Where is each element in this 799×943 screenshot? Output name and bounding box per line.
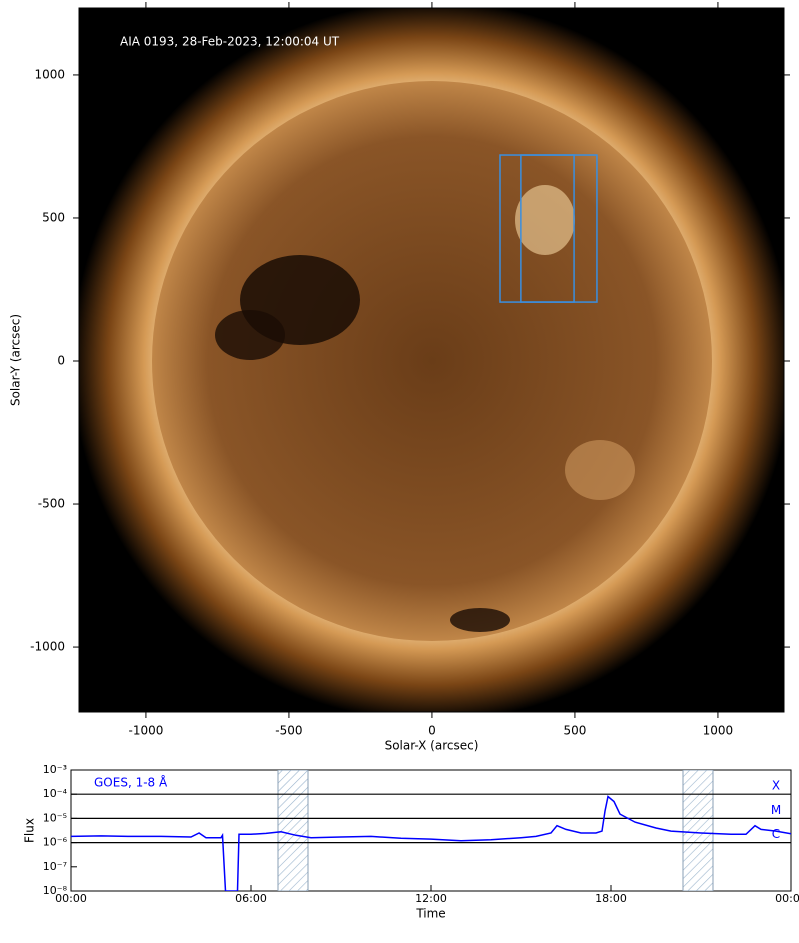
roi-box <box>520 154 575 303</box>
x-tick-label: 500 <box>563 724 586 738</box>
y-tick-label: 10⁻⁵ <box>43 811 67 824</box>
y-tick-label: 10⁻³ <box>43 763 67 776</box>
x-tick-label: -500 <box>275 724 302 738</box>
class-label: M <box>771 803 781 817</box>
y-axis-label: Solar-Y (arcsec) <box>9 314 23 406</box>
x-tick-label: 00:00 <box>55 892 87 905</box>
y-tick-label: 10⁻⁴ <box>43 787 68 800</box>
y-tick-label: -1000 <box>30 640 65 654</box>
annotation: AIA 0193, 28-Feb-2023, 12:00:04 UT <box>120 35 340 49</box>
x-tick-label: 18:00 <box>595 892 627 905</box>
plot-area <box>71 770 791 891</box>
class-label: C <box>772 827 780 841</box>
y-tick-label: -500 <box>38 497 65 511</box>
x-tick-label: 1000 <box>703 724 734 738</box>
x-tick-label: -1000 <box>128 724 163 738</box>
x-tick-label: 0 <box>428 724 436 738</box>
x-axis-label: Time <box>415 907 445 921</box>
shaded-span <box>682 770 714 891</box>
y-tick-label: 0 <box>57 354 65 368</box>
x-tick-label: 00:00 <box>775 892 799 905</box>
y-tick-label: 10⁻⁶ <box>43 836 68 849</box>
y-tick-label: 500 <box>42 210 65 224</box>
y-axis-label: Flux <box>23 818 37 843</box>
class-label: X <box>772 779 780 793</box>
shaded-span <box>277 770 309 891</box>
x-axis-label: Solar-X (arcsec) <box>385 739 479 753</box>
x-tick-label: 12:00 <box>415 892 447 905</box>
legend-label: GOES, 1-8 Å <box>94 775 168 790</box>
y-tick-label: 1000 <box>34 67 65 81</box>
solar-image <box>79 8 784 712</box>
flux-line <box>71 795 791 891</box>
y-tick-label: 10⁻⁷ <box>43 860 67 873</box>
x-tick-label: 06:00 <box>235 892 267 905</box>
y-tick-label: 10⁻⁸ <box>43 884 68 897</box>
